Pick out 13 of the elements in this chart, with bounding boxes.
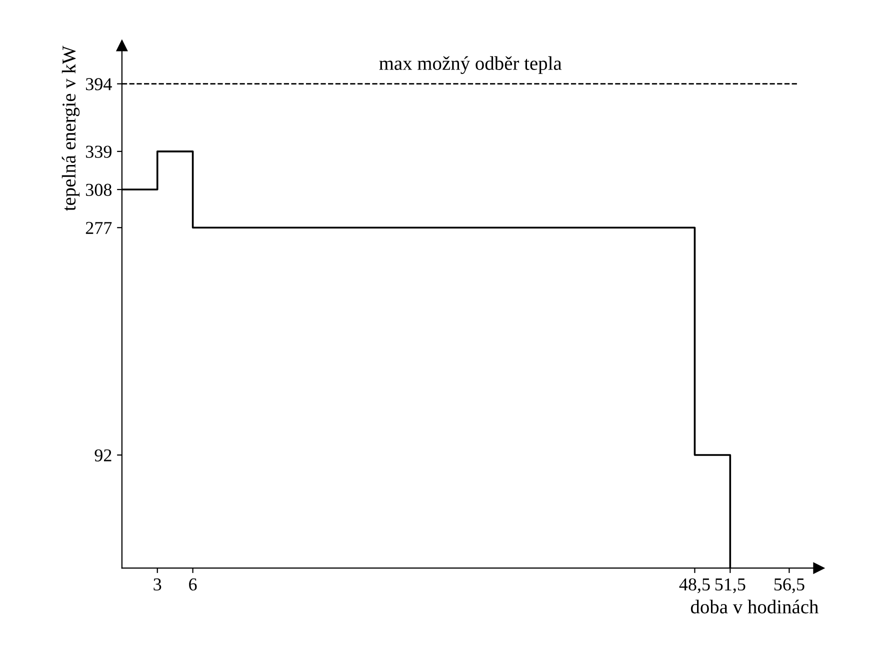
ref-line-label: max možný odběr tepla bbox=[379, 56, 562, 74]
y-tick-label: 92 bbox=[94, 449, 112, 462]
x-tick-label: 3 bbox=[154, 578, 162, 591]
y-tick-label: 277 bbox=[86, 222, 112, 234]
x-axis-title: doba v hodinách bbox=[690, 600, 818, 614]
x-tick-label: 51,5 bbox=[715, 578, 746, 594]
y-tick-label: 394 bbox=[86, 78, 112, 90]
y-axis-title: tepelná energie v kW bbox=[62, 46, 80, 211]
x-tick-label: 48,5 bbox=[679, 578, 710, 594]
x-tick-label: 56,5 bbox=[774, 578, 804, 594]
y-tick-label: 339 bbox=[86, 146, 112, 158]
x-tick-label: 6 bbox=[189, 578, 197, 591]
y-tick-label: 308 bbox=[86, 184, 112, 196]
